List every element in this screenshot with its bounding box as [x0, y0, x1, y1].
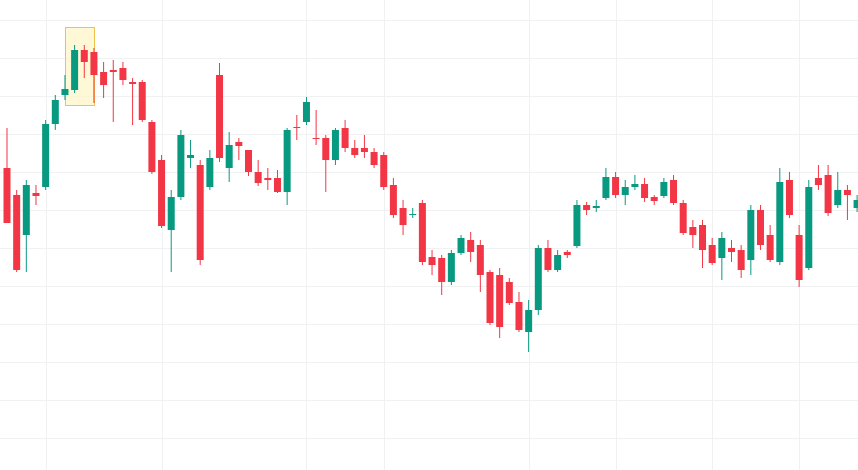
candle-body — [389, 185, 397, 215]
candle-body — [438, 258, 446, 282]
candle-body — [525, 310, 533, 332]
candle-body — [612, 177, 620, 195]
candle-body — [13, 195, 21, 270]
candle-body — [312, 138, 320, 139]
candle-body — [273, 178, 281, 192]
candle-body — [187, 155, 195, 158]
candle-body — [351, 148, 359, 155]
candle-body — [148, 122, 156, 172]
candle-body — [476, 245, 484, 275]
candle-body — [785, 180, 793, 215]
candle-body — [206, 158, 214, 187]
candle-body — [235, 142, 243, 146]
candle-body — [80, 50, 88, 62]
candle-body — [177, 135, 185, 197]
candle-body — [515, 302, 523, 330]
candle-body — [245, 150, 252, 172]
candle-body — [834, 190, 842, 205]
candle-body — [650, 197, 658, 201]
candle-body — [22, 185, 30, 235]
candle-body — [119, 68, 127, 80]
candle-body — [380, 155, 388, 187]
candle-body — [196, 165, 204, 260]
candle-body — [534, 248, 542, 310]
candle-body — [51, 100, 59, 124]
candle-body — [554, 255, 562, 270]
candle-body — [737, 250, 745, 270]
candle-body — [621, 187, 629, 195]
candle-body — [283, 130, 291, 192]
candle-body — [544, 248, 552, 270]
candle-body — [360, 148, 368, 152]
candle-body — [138, 82, 146, 120]
candle-body — [747, 210, 755, 260]
candle-body — [756, 210, 764, 245]
candle-body — [467, 240, 475, 252]
candle-body — [728, 248, 735, 252]
candle-body — [573, 205, 581, 246]
candle-body — [795, 235, 803, 280]
candle-body — [61, 89, 69, 95]
candle-body — [505, 282, 513, 303]
candle-body — [109, 70, 117, 72]
candle-body — [225, 145, 233, 168]
candle-body — [428, 257, 436, 265]
candle-body — [71, 50, 79, 90]
candle-body — [699, 225, 707, 250]
candle-body — [641, 184, 649, 198]
candle-body — [32, 193, 40, 196]
selection-box — [65, 27, 95, 106]
candle-body — [42, 124, 50, 187]
candle-body — [776, 182, 784, 262]
candle-body — [679, 203, 687, 233]
candle-body — [843, 190, 851, 195]
candle-body — [399, 208, 407, 225]
candle-body — [254, 172, 262, 183]
candle-body — [689, 227, 697, 235]
candle-body — [341, 128, 349, 148]
candle-body — [331, 130, 339, 160]
candles — [3, 45, 858, 352]
candle-body — [853, 200, 858, 208]
candle-body — [370, 152, 378, 165]
candle-body — [766, 235, 774, 260]
candle-body — [447, 253, 455, 282]
candle-body — [631, 184, 639, 187]
candle-body — [293, 127, 301, 128]
candle-body — [583, 205, 591, 210]
candle-body — [167, 197, 175, 230]
candle-body — [602, 177, 610, 198]
candle-body — [824, 175, 832, 213]
candle-body — [805, 187, 813, 268]
candle-body — [322, 138, 330, 160]
candle-body — [158, 160, 166, 226]
candle-body — [592, 206, 600, 208]
candle-body — [302, 102, 310, 122]
candle-body — [409, 214, 417, 215]
candle-body — [3, 168, 11, 223]
candle-body — [660, 182, 668, 196]
candle-body — [264, 178, 272, 180]
candle-body — [708, 245, 716, 263]
candle-body — [457, 238, 465, 253]
candle-body — [129, 82, 137, 84]
candle-body — [718, 238, 726, 258]
candle-body — [563, 252, 571, 255]
candle-body — [486, 272, 494, 323]
candle-body — [496, 275, 504, 327]
candle-body — [100, 72, 108, 85]
candle-body — [216, 75, 224, 158]
candle-body — [670, 180, 678, 203]
candle-body — [418, 203, 426, 262]
candle-body — [814, 178, 822, 185]
candle-body — [90, 52, 98, 75]
